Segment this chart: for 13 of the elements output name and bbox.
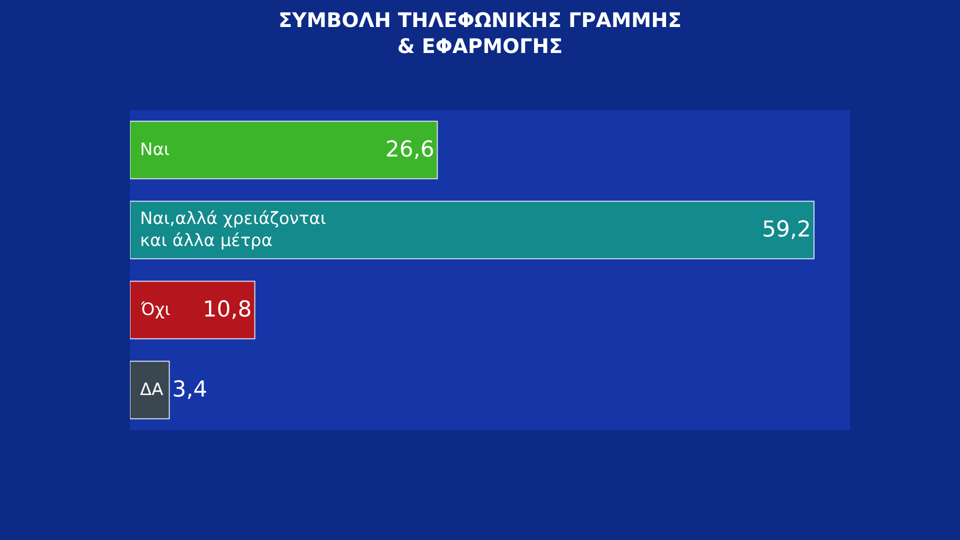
- data-label: 26,6: [385, 138, 434, 162]
- y-tick-label: ΔΑ: [140, 380, 164, 400]
- data-label: 3,4: [172, 378, 208, 402]
- bar: [130, 280, 256, 340]
- y-tick-label: Ναι: [140, 140, 170, 160]
- data-label: 59,2: [762, 218, 811, 242]
- bar: [130, 120, 438, 180]
- chart-title: ΣΥΜΒΟΛΗ ΤΗΛΕΦΩΝΙΚΗΣ ΓΡΑΜΜΗΣ & ΕΦΑΡΜΟΓΗΣ: [278, 8, 682, 58]
- bar: [130, 360, 170, 420]
- y-tick-label: Ναι,αλλά χρειάζονται και άλλα μέτρα: [140, 209, 326, 252]
- data-label: 10,8: [202, 298, 252, 322]
- y-tick-label: Όχι: [140, 300, 171, 320]
- bar: [130, 200, 814, 260]
